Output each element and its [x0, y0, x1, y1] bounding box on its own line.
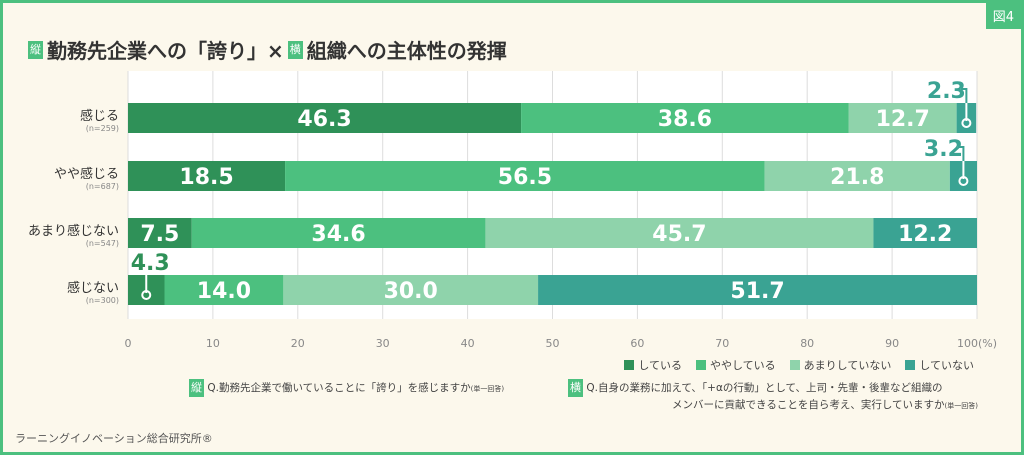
data-label: 21.8	[830, 165, 884, 190]
x-tick-label: 90	[885, 337, 899, 350]
data-label: 34.6	[311, 222, 365, 247]
legend-item: していない	[905, 357, 974, 373]
legend-item: している	[624, 357, 682, 373]
question-h-note: (単一回答)	[944, 402, 978, 410]
bar-segment	[128, 161, 286, 191]
sample-size: (n=259)	[85, 124, 119, 133]
sample-size: (n=687)	[85, 182, 119, 191]
leader-dot	[961, 118, 972, 128]
x-tick-label: 20	[291, 337, 305, 350]
row-label: 感じる (n=259)	[80, 105, 119, 133]
tag-horizontal: 横	[287, 40, 303, 59]
x-tick-label: 10	[206, 337, 220, 350]
chart-title: 縦 勤務先企業への「誇り」× 横 組織への主体性の発揮	[28, 35, 507, 64]
legend-item: ややしている	[695, 357, 776, 373]
tag-vertical-q: 縦	[189, 379, 204, 397]
data-label: 30.0	[384, 279, 438, 304]
category-label: 感じない	[66, 281, 119, 296]
leader-line	[957, 146, 965, 161]
title-part2: 組織への主体性の発揮	[306, 39, 507, 63]
figure-label: 図4	[985, 3, 1021, 29]
bar-segment	[164, 275, 284, 305]
x-tick-label: 30	[376, 337, 390, 350]
x-tick-label: 100(%)	[957, 337, 997, 350]
data-label: 45.7	[652, 222, 706, 247]
title-part1: 勤務先企業への「誇り」×	[47, 39, 284, 63]
leader-line	[960, 88, 968, 103]
legend-label: している	[638, 359, 682, 372]
sample-size: (n=300)	[85, 296, 119, 305]
legend-label: していない	[919, 359, 974, 372]
x-tick-label: 70	[715, 337, 729, 350]
legend-swatch	[695, 360, 706, 370]
bar-segment	[128, 103, 522, 133]
question-horizontal: 横 Q.自身の業務に加えて、「+αの行動」として、上司・先輩・後輩など組織の メ…	[568, 379, 978, 415]
legend-label: あまりしていない	[803, 359, 892, 372]
tag-vertical: 縦	[28, 40, 43, 59]
data-label: 12.2	[898, 222, 952, 247]
leader-dot	[141, 290, 152, 300]
row-label: 感じない (n=300)	[67, 277, 119, 305]
category-label: やや感じる	[53, 167, 119, 182]
bar-segment	[521, 103, 849, 133]
data-label: 3.2	[924, 137, 963, 162]
legend-label: ややしている	[709, 359, 776, 372]
sample-size: (n=547)	[85, 239, 119, 248]
data-label: 38.6	[658, 107, 712, 132]
data-label: 56.5	[498, 165, 552, 190]
x-tick-label: 80	[800, 337, 814, 350]
data-label: 12.7	[876, 107, 930, 132]
bar-segment	[283, 275, 539, 305]
bar-segment	[538, 275, 977, 305]
row-label: あまり感じない (n=547)	[28, 220, 119, 248]
bar-segment	[873, 218, 977, 248]
category-label: 感じる	[79, 109, 119, 124]
leader-dot	[958, 176, 969, 186]
row-label: やや感じる (n=687)	[54, 163, 119, 191]
x-tick-label: 60	[630, 337, 644, 350]
data-label: 51.7	[730, 279, 784, 304]
bar-segment	[485, 218, 874, 248]
legend: している ややしている あまりしていない していない	[624, 357, 974, 373]
question-h-line2: メンバーに貢献できることを自ら考え、実行していますか	[672, 399, 945, 411]
bar-segment	[191, 218, 486, 248]
data-label: 2.3	[927, 79, 966, 104]
legend-item: あまりしていない	[789, 357, 892, 373]
data-label: 46.3	[297, 107, 351, 132]
question-h-line1: Q.自身の業務に加えて、「+αの行動」として、上司・先輩・後輩など組織の	[586, 382, 943, 394]
legend-swatch	[905, 360, 916, 370]
data-label: 18.5	[179, 165, 233, 190]
category-label: あまり感じない	[27, 224, 119, 239]
tag-horizontal-q: 横	[568, 379, 583, 397]
bar-chart: 0 10 20 30 40 50 60 70 80 90 100(%) 46.3 38.6 12.7 2.3…	[125, 71, 997, 350]
legend-swatch	[624, 360, 635, 370]
bar-segment	[285, 161, 765, 191]
question-vertical: 縦 Q.勤務先企業で働いていることに「誇り」を感じますか(単一回答)	[189, 379, 504, 398]
question-v-note: (単一回答)	[470, 385, 505, 393]
bar-segment	[764, 161, 950, 191]
data-label: 7.5	[140, 222, 179, 247]
source-credit: ラーニングイノベーション総合研究所®	[15, 432, 213, 445]
bar-segment	[128, 218, 192, 248]
x-tick-label: 40	[461, 337, 475, 350]
bar-segment	[848, 103, 957, 133]
plot-area: 0 10 20 30 40 50 60 70 80 90 100(%) 46.3 38.6 12.7 2.3…	[125, 71, 997, 350]
data-label: 14.0	[197, 279, 251, 304]
legend-swatch	[789, 360, 800, 370]
x-tick-label: 0	[125, 337, 132, 350]
x-tick-label: 50	[546, 337, 560, 350]
question-v-text: Q.勤務先企業で働いていることに「誇り」を感じますか	[207, 382, 471, 394]
data-label: 4.3	[131, 251, 170, 276]
